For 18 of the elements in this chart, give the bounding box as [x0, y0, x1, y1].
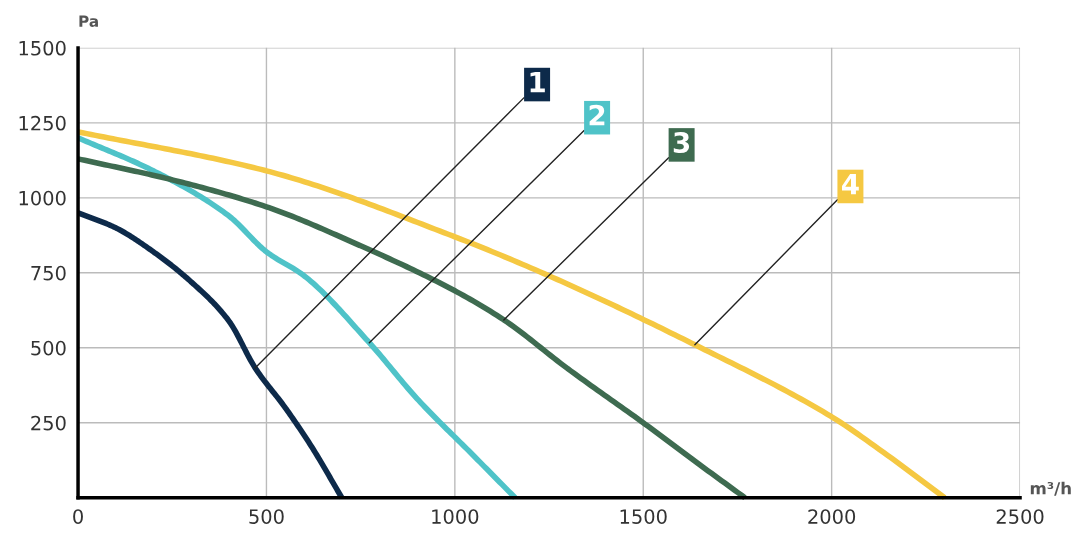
y-tick-label: 750	[31, 265, 66, 281]
y-tick-label: 1250	[19, 115, 66, 131]
x-tick-label: 1000	[432, 509, 479, 524]
y-tick-label: 1500	[19, 40, 66, 56]
text: 4	[842, 173, 859, 195]
x-tick-label: 2500	[996, 509, 1044, 524]
y-tick-label: 500	[31, 340, 66, 356]
y-tick-label: 250	[31, 415, 66, 431]
x-tick-label: 500	[249, 509, 284, 524]
y-tick-label: 1000	[19, 190, 66, 206]
x-tick-label: 2000	[808, 509, 856, 524]
x-tick-label: 0	[73, 509, 83, 524]
x-axis-title: m³/h	[1030, 481, 1071, 496]
y-axis-title: Pa	[79, 15, 98, 27]
x-tick-label: 1500	[620, 509, 667, 524]
text: 2	[589, 104, 605, 126]
text: 3	[673, 131, 690, 153]
text: 1	[530, 71, 545, 93]
